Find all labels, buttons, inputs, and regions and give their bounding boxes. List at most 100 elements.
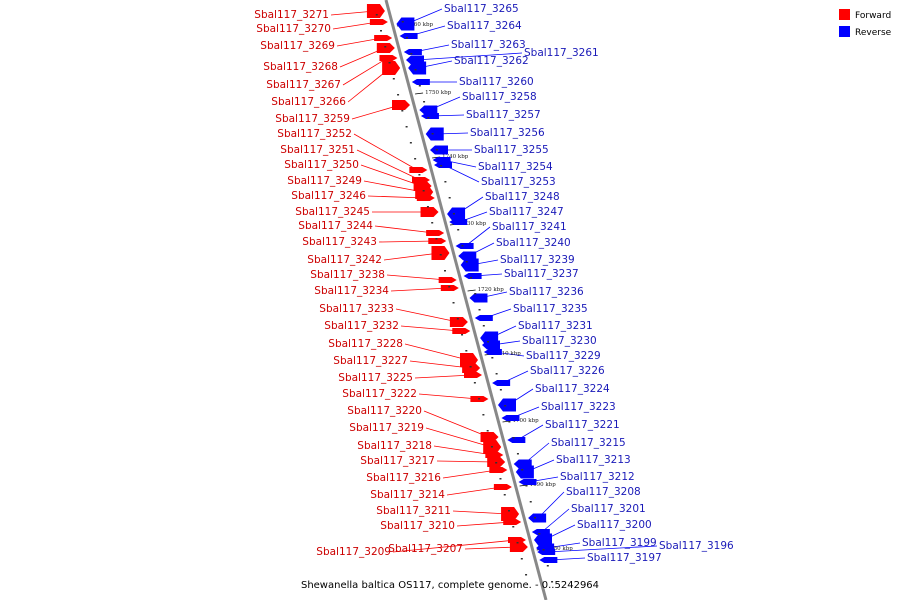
forward-gene-label: Sbal117_3243 (302, 236, 377, 248)
legend: Forward Reverse (839, 9, 892, 38)
forward-gene-label: Sbal117_3238 (310, 269, 385, 281)
forward-connector (418, 393, 479, 400)
reverse-gene-feature (507, 437, 526, 443)
forward-connector (353, 133, 418, 171)
forward-gene-feature (440, 285, 459, 291)
reverse-gene-feature (469, 293, 488, 303)
forward-gene-label: Sbal117_3233 (319, 303, 394, 315)
forward-gene-feature (489, 467, 508, 473)
minor-feature-mark (508, 421, 511, 423)
reverse-gene-label: Sbal117_3226 (530, 365, 605, 377)
reverse-gene-feature (534, 533, 552, 547)
forward-gene-label: Sbal117_3234 (314, 285, 389, 297)
reverse-gene-label: Sbal117_3247 (489, 206, 564, 218)
forward-gene-feature (382, 61, 401, 75)
reverse-gene-feature (408, 61, 427, 75)
minor-feature-mark (426, 206, 429, 208)
minor-feature-mark (414, 158, 417, 160)
minor-feature-mark (551, 581, 554, 583)
minor-feature-mark (457, 229, 460, 231)
reverse-gene-label: Sbal117_3248 (485, 191, 560, 203)
kbp-tick-label: 1730 kbp (460, 221, 487, 227)
reverse-gene-feature (463, 273, 482, 279)
minor-feature-mark (495, 373, 498, 375)
forward-gene-feature (462, 363, 481, 373)
reverse-gene-feature (396, 17, 415, 31)
reverse-gene-feature (474, 315, 493, 321)
reverse-gene-feature (482, 340, 500, 350)
minor-feature-mark (482, 325, 485, 327)
forward-gene-label: Sbal117_3225 (338, 372, 413, 384)
forward-gene-feature (485, 452, 504, 458)
forward-gene-label: Sbal117_3249 (287, 175, 362, 187)
reverse-gene-label: Sbal117_3258 (462, 91, 537, 103)
kbp-tick-label: 1700 kbp (513, 418, 540, 424)
minor-feature-mark (542, 549, 545, 551)
forward-gene-label: Sbal117_3214 (370, 489, 445, 501)
minor-feature-mark (380, 30, 382, 32)
reverse-gene-feature (420, 113, 439, 119)
forward-gene-label: Sbal117_3210 (380, 520, 455, 532)
reverse-gene-label: Sbal117_3197 (587, 552, 662, 564)
forward-gene-feature (374, 35, 393, 41)
forward-gene-label: Sbal117_3246 (291, 190, 366, 202)
minor-feature-mark (478, 398, 481, 400)
minor-feature-mark (525, 574, 528, 576)
reverse-gene-feature (539, 557, 558, 563)
minor-feature-mark (478, 309, 481, 311)
genome-caption: Shewanella baltica OS117, complete genom… (301, 580, 599, 591)
kbp-tick-mark (467, 289, 476, 292)
reverse-gene-label: Sbal117_3255 (474, 144, 549, 156)
kbp-tick-label: 1750 kbp (425, 90, 452, 96)
minor-feature-mark (512, 437, 515, 439)
forward-connector (414, 374, 473, 379)
kbp-tick-label: 1690 kbp (530, 482, 557, 488)
reverse-gene-feature (528, 513, 547, 523)
minor-feature-mark (487, 341, 490, 343)
minor-feature-mark (410, 53, 413, 55)
minor-feature-mark (491, 357, 494, 359)
minor-feature-mark (520, 558, 523, 560)
minor-feature-mark (392, 78, 395, 80)
forward-gene-feature (409, 167, 428, 173)
forward-connector (404, 343, 469, 361)
forward-gene-feature (392, 100, 410, 110)
forward-gene-feature (420, 207, 439, 217)
forward-connector (442, 469, 498, 479)
reverse-gene-label: Sbal117_3241 (492, 221, 567, 233)
minor-feature-mark (427, 117, 430, 119)
minor-feature-mark (431, 222, 434, 224)
minor-feature-mark (452, 302, 455, 304)
minor-feature-mark (516, 542, 519, 544)
reverse-gene-feature (498, 398, 516, 412)
reverse-gene-feature (518, 479, 537, 485)
reverse-gene-feature (434, 162, 452, 168)
forward-connector (342, 57, 388, 86)
minor-feature-mark (423, 101, 426, 103)
reverse-gene-feature (419, 105, 438, 115)
forward-gene-feature (431, 246, 450, 260)
reverse-gene-label: Sbal117_3265 (444, 3, 519, 15)
forward-gene-label: Sbal117_3271 (254, 9, 329, 21)
minor-feature-mark (546, 565, 549, 567)
gene-features (366, 4, 558, 583)
minor-feature-mark (397, 94, 400, 96)
forward-connector (400, 325, 461, 332)
kbp-tick-label: 1760 kbp (407, 22, 434, 28)
minor-feature-mark (529, 501, 532, 503)
forward-gene-label: Sbal117_3216 (366, 472, 441, 484)
gene-labels: Sbal117_3271 Sbal117_3270 Sbal117_3269 Sbal… (254, 3, 734, 564)
forward-gene-feature (449, 317, 468, 327)
minor-feature-mark (490, 446, 493, 448)
minor-feature-mark (534, 517, 536, 519)
forward-gene-label: Sbal117_3251 (280, 144, 355, 156)
forward-connector (360, 164, 422, 187)
forward-gene-feature (426, 230, 445, 236)
minor-feature-mark (508, 510, 510, 512)
forward-gene-label: Sbal117_3267 (266, 79, 341, 91)
minor-feature-mark (474, 293, 477, 295)
legend-reverse-swatch (839, 26, 850, 37)
reverse-gene-feature (455, 243, 474, 249)
forward-gene-feature (379, 55, 398, 61)
